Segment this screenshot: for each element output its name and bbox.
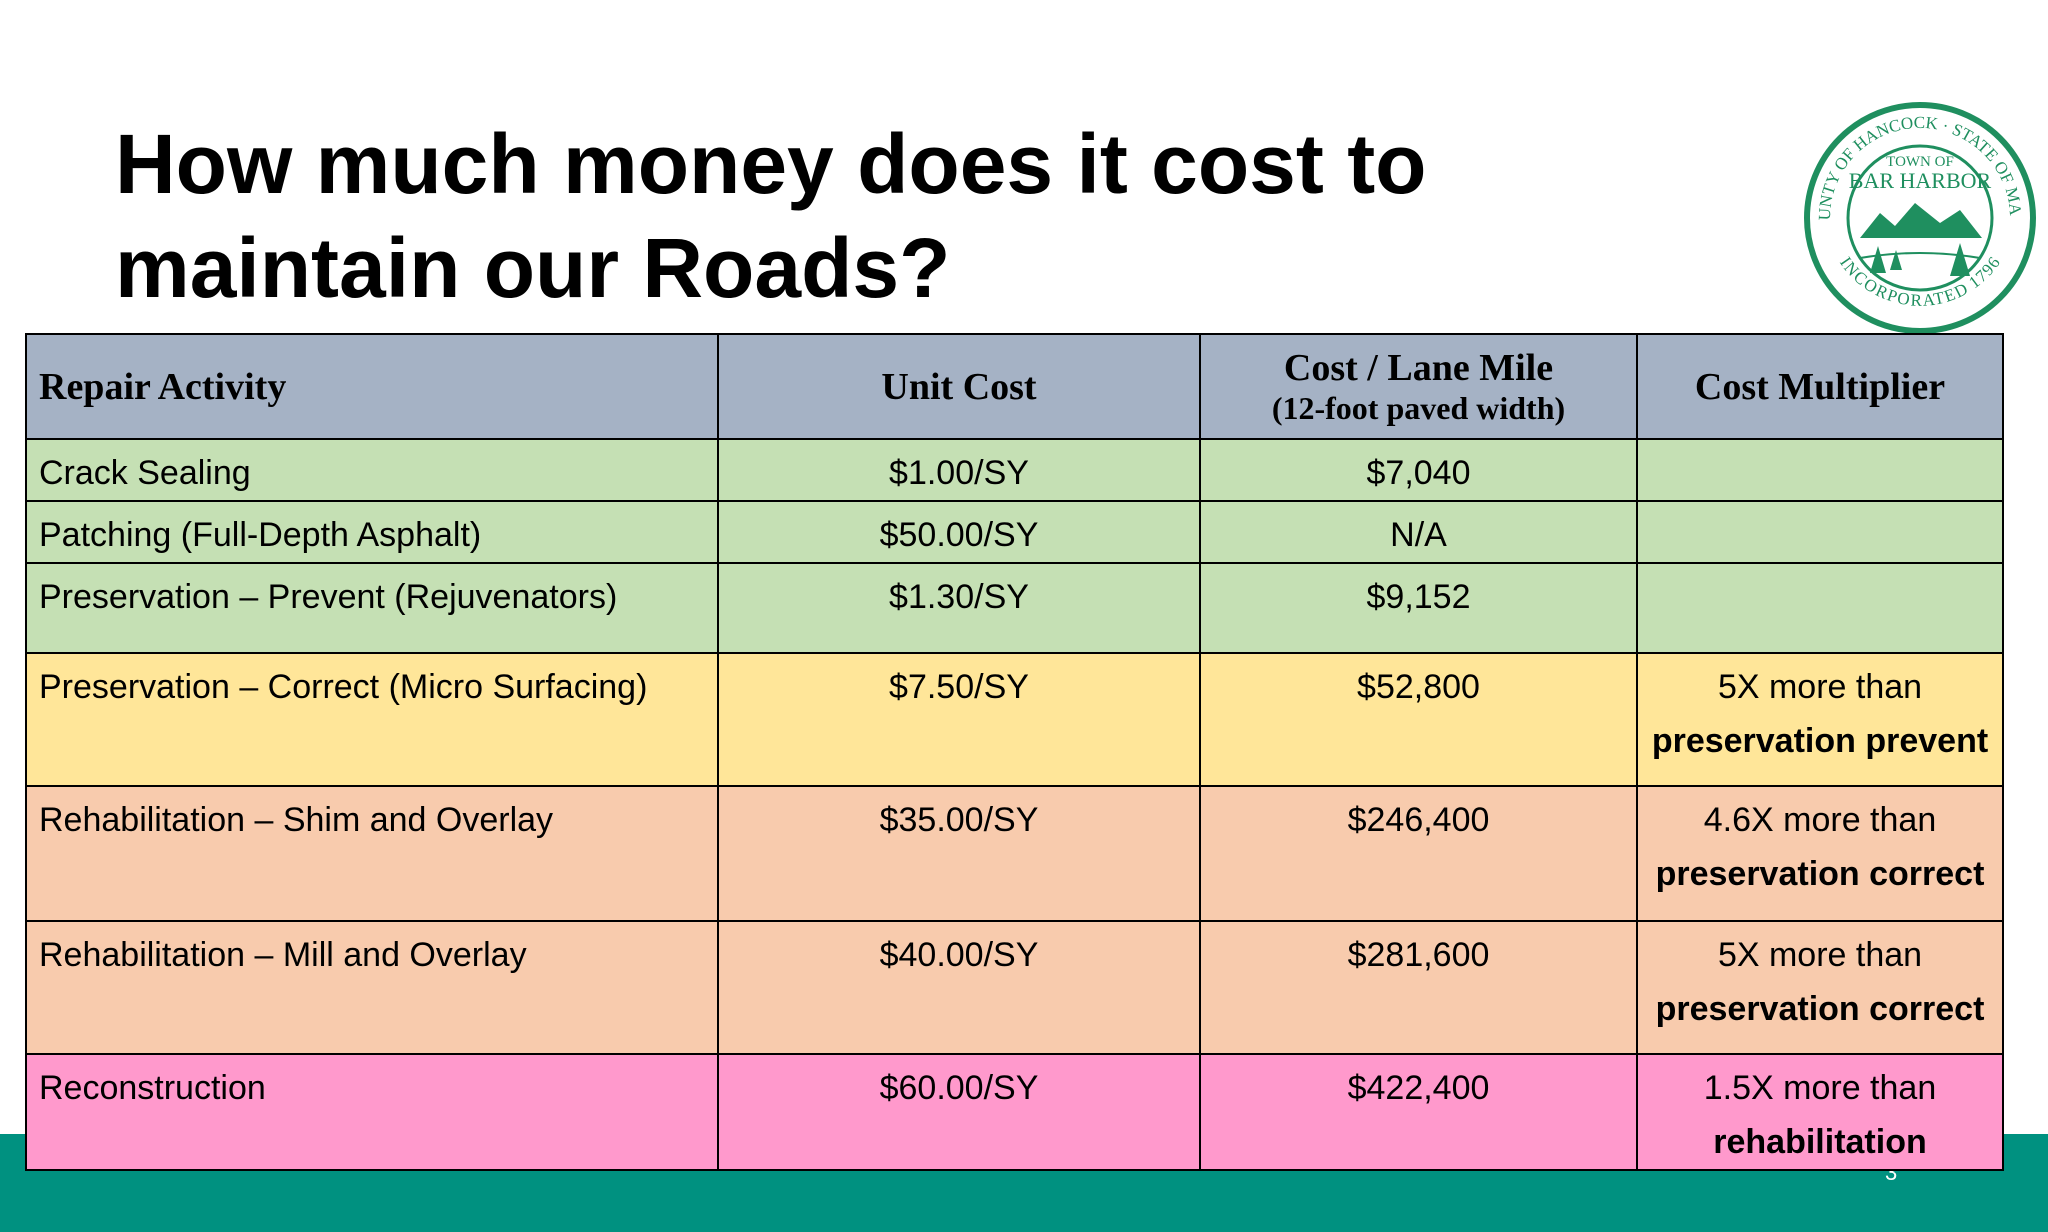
table-cell: $281,600 (1199, 920, 1638, 1055)
logo-town: TOWN OF (1886, 154, 1954, 170)
logo: COUNTY OF HANCOCK · STATE OF MAINE INCOR… (1800, 98, 2036, 334)
column-header-main: Cost / Lane Mile (1283, 347, 1554, 389)
table-cell: $40.00/SY (717, 920, 1201, 1055)
table-cell: 1.5X more than rehabilitation (1636, 1053, 2004, 1171)
table-cell: N/A (1199, 500, 1638, 564)
table-row: Preservation – Prevent (Rejuvenators) $1.… (25, 562, 2004, 654)
table-cell: $1.00/SY (717, 438, 1201, 502)
multiplier-text: 4.6X more than (1703, 801, 1937, 839)
column-header-sub: (12-foot paved width) (1271, 390, 1566, 426)
table-cell: Reconstruction (25, 1053, 719, 1171)
column-header: Cost / Lane Mile (12-foot paved width) (1199, 333, 1638, 440)
column-header: Repair Activity (25, 333, 719, 440)
table-cell: $9,152 (1199, 562, 1638, 654)
table-row: Rehabilitation – Mill and Overlay $40.00/… (25, 920, 2004, 1055)
table-cell: $1.30/SY (717, 562, 1201, 654)
multiplier-bold: preservation correct (1655, 855, 1985, 893)
multiplier-text: 1.5X more than (1703, 1069, 1937, 1107)
logo-name: BAR HARBOR (1849, 168, 1992, 193)
table-cell: $35.00/SY (717, 785, 1201, 922)
column-header: Unit Cost (717, 333, 1201, 440)
table-cell: $7,040 (1199, 438, 1638, 502)
table-cell: Rehabilitation – Mill and Overlay (25, 920, 719, 1055)
table-cell: $50.00/SY (717, 500, 1201, 564)
table-row: Rehabilitation – Shim and Overlay $35.00/… (25, 785, 2004, 922)
header-row: Repair Activity Unit Cost Cost / Lane Mi… (25, 333, 2004, 440)
multiplier-bold: rehabilitation (1713, 1123, 1927, 1161)
table-cell: Crack Sealing (25, 438, 719, 502)
table-cell: Rehabilitation – Shim and Overlay (25, 785, 719, 922)
table-row: Reconstruction $60.00/SY $422,400 1.5X more… (25, 1053, 2004, 1171)
cost-table: Repair Activity Unit Cost Cost / Lane Mi… (25, 333, 2004, 1171)
table-cell: $52,800 (1199, 652, 1638, 787)
multiplier-bold: preservation prevent (1651, 722, 1989, 760)
table-cell: $246,400 (1199, 785, 1638, 922)
table-cell: $7.50/SY (717, 652, 1201, 787)
table-cell (1636, 438, 2004, 502)
multiplier-text: 5X more than (1717, 936, 1923, 974)
table-cell: 5X more than preservation prevent (1636, 652, 2004, 787)
table-row: Patching (Full-Depth Asphalt) $50.00/SY N/… (25, 500, 2004, 564)
table-cell: 5X more than preservation correct (1636, 920, 2004, 1055)
table-cell: 4.6X more than preservation correct (1636, 785, 2004, 922)
table-cell: $422,400 (1199, 1053, 1638, 1171)
title: How much money does it cost to maintain … (115, 117, 1427, 315)
table-cell: Preservation – Prevent (Rejuvenators) (25, 562, 719, 654)
table-row: Crack Sealing $1.00/SY $7,040 (25, 438, 2004, 502)
table-cell (1636, 562, 2004, 654)
table-cell: Preservation – Correct (Micro Surfacing) (25, 652, 719, 787)
multiplier-bold: preservation correct (1655, 990, 1985, 1028)
column-header: Cost Multiplier (1636, 333, 2004, 440)
table-row: Preservation – Correct (Micro Surfacing)… (25, 652, 2004, 787)
multiplier-text: 5X more than (1717, 668, 1923, 706)
table-cell: Patching (Full-Depth Asphalt) (25, 500, 719, 564)
table-cell (1636, 500, 2004, 564)
table-cell: $60.00/SY (717, 1053, 1201, 1171)
